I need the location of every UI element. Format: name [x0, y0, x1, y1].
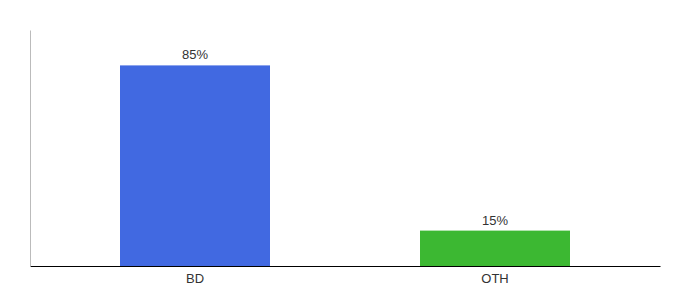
x-axis: BD OTH — [31, 266, 661, 286]
plot-area: BD OTH 85% 15% — [31, 31, 661, 287]
data-label: 85% — [182, 47, 208, 62]
chart-container: BD OTH 85% 15% — [0, 0, 680, 300]
bars — [120, 65, 570, 266]
bar — [120, 65, 270, 266]
chart-svg: BD OTH 85% 15% — [0, 0, 680, 300]
x-tick: OTH — [481, 266, 508, 286]
bar — [420, 231, 570, 266]
y-axis-line — [30, 31, 31, 267]
x-axis-line — [31, 266, 661, 267]
data-labels: 85% 15% — [182, 47, 508, 227]
y-axis — [30, 31, 31, 267]
x-tick-label: OTH — [481, 271, 508, 286]
x-tick: BD — [186, 266, 204, 286]
data-label: 15% — [482, 213, 508, 228]
x-tick-label: BD — [186, 271, 204, 286]
